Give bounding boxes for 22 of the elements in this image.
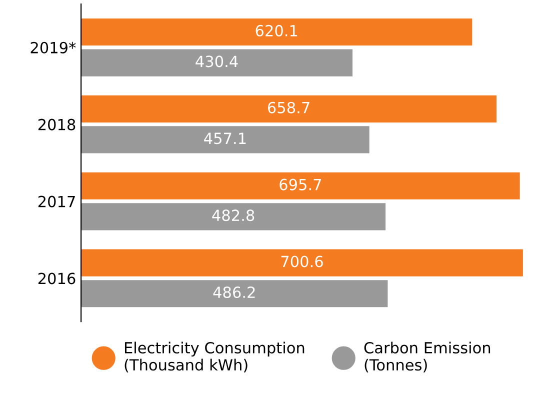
data-label: 486.2 <box>213 286 255 298</box>
bar <box>81 18 472 46</box>
data-label: 482.8 <box>212 210 254 222</box>
data-label: 457.1 <box>204 132 246 144</box>
bar <box>81 126 370 154</box>
data-label: 430.4 <box>196 56 238 68</box>
bar <box>81 172 520 200</box>
bar <box>81 249 523 276</box>
y-tick-label: 2019* <box>30 42 76 54</box>
legend-label: Carbon Emission (Tonnes) <box>364 342 490 372</box>
bar <box>81 280 388 308</box>
y-tick-label: 2018 <box>38 118 76 130</box>
data-label: 700.6 <box>281 256 323 268</box>
bar <box>81 203 386 230</box>
data-label: 620.1 <box>256 24 298 36</box>
y-tick-label: 2017 <box>38 196 75 208</box>
bar <box>81 95 497 122</box>
data-label: 658.7 <box>268 102 310 114</box>
legend-label: Electricity Consumption (Thousand kWh) <box>124 342 304 372</box>
bar <box>81 49 353 76</box>
y-tick-label: 2016 <box>38 272 76 284</box>
data-label: 695.7 <box>280 178 322 190</box>
